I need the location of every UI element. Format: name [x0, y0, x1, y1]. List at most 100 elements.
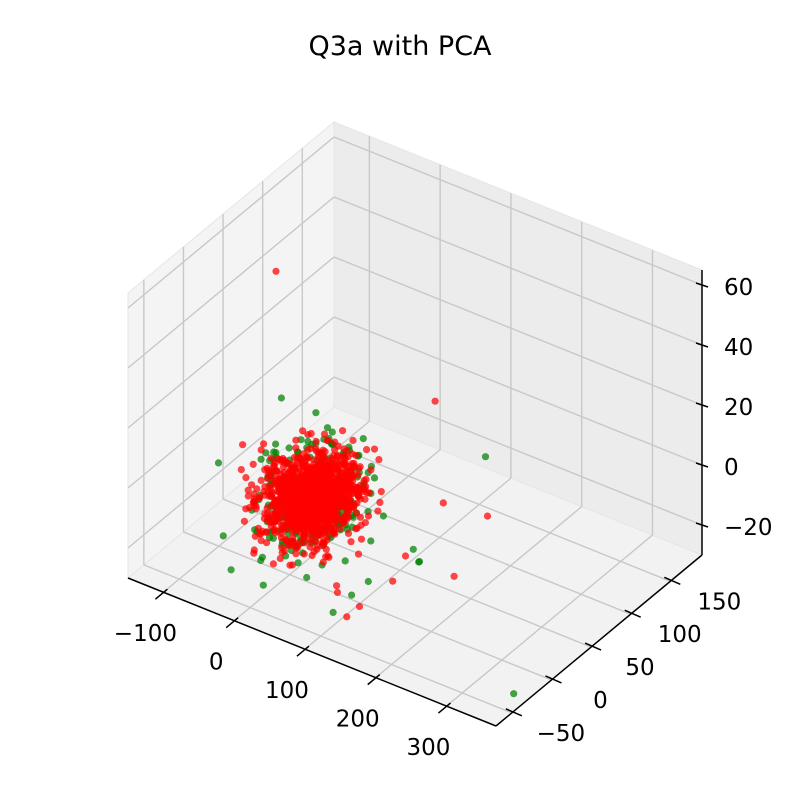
green-point-outlier — [415, 558, 423, 566]
grid-line-z-left — [127, 376, 335, 549]
red-point — [332, 485, 340, 493]
red-point — [354, 471, 362, 479]
red-point — [344, 529, 353, 538]
red-point — [244, 486, 252, 494]
red-point — [249, 498, 257, 507]
red-point — [257, 446, 265, 454]
red-point — [260, 487, 268, 496]
red-point — [347, 538, 355, 546]
red-point — [270, 480, 278, 488]
red-point — [363, 489, 371, 497]
red-point — [295, 477, 303, 485]
green-point — [359, 435, 367, 443]
red-point — [298, 483, 306, 491]
red-point — [276, 456, 284, 464]
red-point — [377, 488, 385, 496]
red-point — [355, 492, 363, 500]
red-point-outlier — [450, 572, 458, 580]
red-point — [309, 481, 317, 489]
red-point — [313, 494, 321, 503]
red-point — [337, 503, 345, 511]
red-point — [344, 453, 352, 461]
red-point — [260, 440, 268, 448]
red-point-outlier — [389, 577, 397, 585]
red-point — [267, 491, 275, 499]
grid-line-z-back — [333, 376, 703, 526]
axis-panes — [127, 120, 703, 727]
red-point — [263, 504, 271, 512]
red-point — [309, 505, 317, 513]
y-tick-label: 0 — [593, 688, 608, 714]
green-point — [219, 532, 227, 540]
green-point-outlier — [510, 690, 518, 698]
red-point — [295, 520, 303, 528]
red-point — [356, 513, 364, 521]
x-tick-label: 300 — [407, 735, 451, 761]
red-point — [263, 528, 271, 536]
green-point — [323, 424, 332, 432]
red-point — [271, 525, 279, 534]
green-point — [214, 459, 223, 467]
red-point-outlier — [343, 613, 351, 621]
red-point — [355, 465, 363, 473]
red-point — [252, 505, 260, 513]
x-tick — [367, 674, 381, 686]
z-tick-label: 0 — [724, 455, 739, 481]
red-point — [273, 487, 282, 495]
red-point — [310, 514, 318, 522]
red-point — [280, 474, 288, 482]
red-point — [299, 427, 307, 435]
red-point — [303, 512, 311, 520]
red-point — [322, 476, 330, 484]
z-tick-label: 20 — [724, 395, 753, 421]
x-tick-label: 0 — [209, 650, 224, 676]
red-point — [304, 521, 312, 529]
red-point — [306, 543, 314, 551]
red-point-outlier — [483, 512, 492, 520]
red-point — [370, 445, 379, 453]
red-point — [330, 452, 338, 460]
red-point — [330, 523, 338, 532]
red-point — [345, 513, 353, 521]
z-tick — [695, 282, 709, 288]
red-point — [319, 558, 327, 566]
grid-line-z-back — [333, 316, 703, 466]
red-point — [330, 469, 338, 477]
x-tick-label: −100 — [114, 621, 177, 647]
green-point — [304, 437, 312, 446]
green-point — [270, 448, 278, 456]
data-points — [214, 267, 518, 698]
red-point — [324, 436, 332, 445]
red-point — [343, 493, 351, 501]
z-tick — [695, 522, 709, 528]
red-point — [242, 474, 250, 482]
red-point — [268, 467, 276, 475]
red-point — [261, 466, 269, 474]
red-point — [304, 470, 312, 478]
grid-line-z-back — [333, 256, 703, 406]
red-point — [334, 474, 342, 483]
red-point — [376, 498, 384, 506]
red-point — [272, 497, 280, 505]
z-tick — [695, 402, 709, 408]
red-point — [315, 454, 323, 462]
green-point — [294, 559, 302, 567]
z-tick — [695, 462, 709, 468]
red-point — [292, 436, 300, 444]
red-point — [361, 495, 369, 503]
left-pane — [127, 120, 335, 580]
y-tick — [664, 576, 681, 585]
green-point — [227, 566, 235, 574]
red-point — [276, 554, 284, 563]
grid-line-y-floor — [183, 531, 552, 681]
red-point — [304, 446, 312, 454]
red-point — [292, 550, 300, 558]
red-point — [343, 447, 351, 455]
grid-line-y-floor — [143, 564, 513, 714]
green-point — [259, 581, 267, 589]
green-point — [370, 474, 379, 482]
red-point — [278, 522, 286, 530]
red-point — [364, 512, 373, 520]
red-point — [282, 503, 290, 512]
